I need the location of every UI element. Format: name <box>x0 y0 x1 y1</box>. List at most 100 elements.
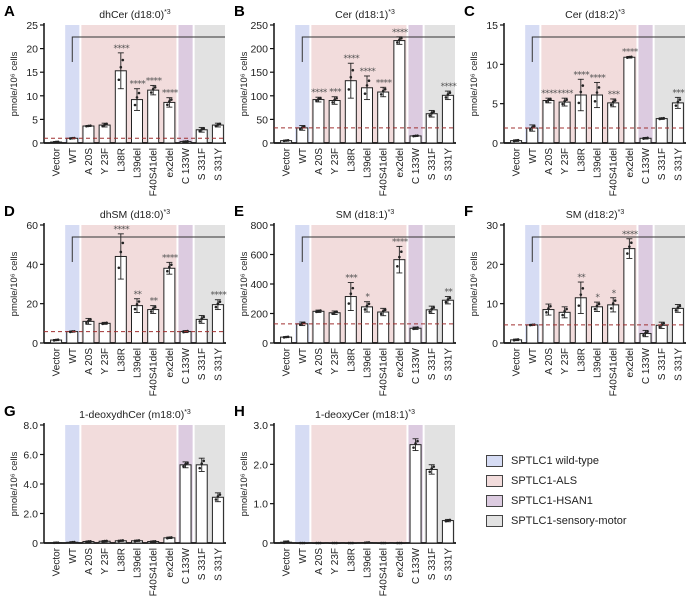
chart-svg: B Cer (d18:1)*3 pmole/10⁶ cells 0 50 100 150 20… <box>234 3 458 196</box>
data-point <box>302 125 306 128</box>
data-point <box>430 111 434 115</box>
data-point <box>676 306 680 309</box>
bar-c133w <box>409 327 422 344</box>
bar-c133w <box>179 331 192 344</box>
x-tick-label: F40S41del <box>379 548 390 596</box>
data-point <box>68 541 72 544</box>
x-tick-label: ex2del <box>165 548 176 577</box>
data-point <box>396 541 399 545</box>
data-point <box>597 302 601 306</box>
chart-title: Cer (d18:2)*3 <box>565 9 625 21</box>
x-tick-label: L39del <box>363 548 374 578</box>
data-point <box>168 265 171 269</box>
data-point <box>218 300 222 303</box>
x-tick-label: F40S41del <box>609 148 620 196</box>
y-tick-label: 250 <box>250 20 268 32</box>
data-point <box>577 304 581 307</box>
x-tick-label: Y 23F <box>560 148 571 175</box>
bg-hsan1 <box>408 25 423 143</box>
y-tick-label: 6.0 <box>23 450 38 462</box>
data-point <box>103 539 106 543</box>
data-point <box>414 326 417 330</box>
bg-hsan1 <box>178 225 193 343</box>
comparison-bracket <box>301 36 455 62</box>
x-tick-label: Y 23F <box>330 148 341 175</box>
x-tick-label: S 331Y <box>213 148 224 181</box>
bar-a20s <box>542 100 555 144</box>
y-tick-label: 30 <box>486 220 498 232</box>
data-point <box>52 339 56 342</box>
data-point <box>186 461 189 465</box>
data-point <box>516 338 520 341</box>
data-point <box>630 241 633 244</box>
significance-stars: **** <box>162 89 179 99</box>
significance-stars: * <box>595 293 600 303</box>
data-point <box>349 292 353 296</box>
data-point <box>549 97 552 101</box>
data-point <box>166 269 169 273</box>
x-tick-label: S 331F <box>427 348 438 380</box>
bar-a20s <box>82 125 95 144</box>
data-point <box>101 322 104 326</box>
data-point <box>182 465 185 468</box>
data-point <box>151 540 155 543</box>
data-point <box>365 541 369 544</box>
data-point <box>121 58 125 62</box>
panel-letter: D <box>4 203 15 220</box>
data-point <box>432 465 436 468</box>
data-point <box>565 307 568 311</box>
data-point <box>85 321 88 325</box>
data-point <box>56 541 60 544</box>
data-point <box>101 540 104 543</box>
bar-wt <box>526 324 539 344</box>
bg-wild-type <box>295 425 310 543</box>
data-point <box>365 304 369 308</box>
data-point <box>135 96 139 99</box>
y-axis-label: pmole/10⁶ cells <box>9 51 20 116</box>
data-point <box>412 446 415 449</box>
bg-als <box>311 25 407 143</box>
data-point <box>282 139 286 143</box>
data-point <box>137 300 141 303</box>
y-tick-label: 10 <box>486 299 498 311</box>
data-point <box>335 310 338 314</box>
data-point <box>416 326 419 329</box>
data-point <box>660 117 664 120</box>
x-tick-label: L39del <box>133 148 144 178</box>
y-tick-label: 2.0 <box>253 459 268 471</box>
data-point <box>284 335 288 339</box>
data-point <box>545 100 548 103</box>
data-point <box>646 330 649 333</box>
bar-y23f <box>558 101 571 144</box>
data-point <box>331 312 334 315</box>
data-point <box>626 56 629 59</box>
data-point <box>545 311 548 314</box>
x-tick-label: C 133W <box>411 147 422 184</box>
x-tick-label: L38R <box>116 148 127 172</box>
data-point <box>315 310 318 314</box>
data-point <box>153 539 157 543</box>
data-point <box>593 100 597 103</box>
data-point <box>674 104 678 107</box>
x-tick-label: ex2del <box>625 148 636 177</box>
y-tick-label: 400 <box>250 279 268 291</box>
y-tick-label: 800 <box>250 220 268 232</box>
bar-s331y <box>441 299 454 344</box>
data-point <box>579 293 583 296</box>
data-point <box>644 136 647 140</box>
bar-y23f <box>98 322 111 344</box>
x-tick-label: ex2del <box>395 348 406 377</box>
significance-stars: ** <box>444 288 453 298</box>
data-point <box>628 55 631 59</box>
data-point <box>286 139 290 142</box>
data-point <box>105 539 108 543</box>
data-point <box>117 539 121 543</box>
data-point <box>428 470 432 474</box>
panel-letter: H <box>234 403 245 420</box>
bg-als <box>81 25 177 143</box>
data-point <box>609 103 613 107</box>
bar-s331y <box>441 520 454 544</box>
data-point <box>628 245 631 248</box>
data-point <box>381 309 385 313</box>
data-point <box>186 140 189 143</box>
